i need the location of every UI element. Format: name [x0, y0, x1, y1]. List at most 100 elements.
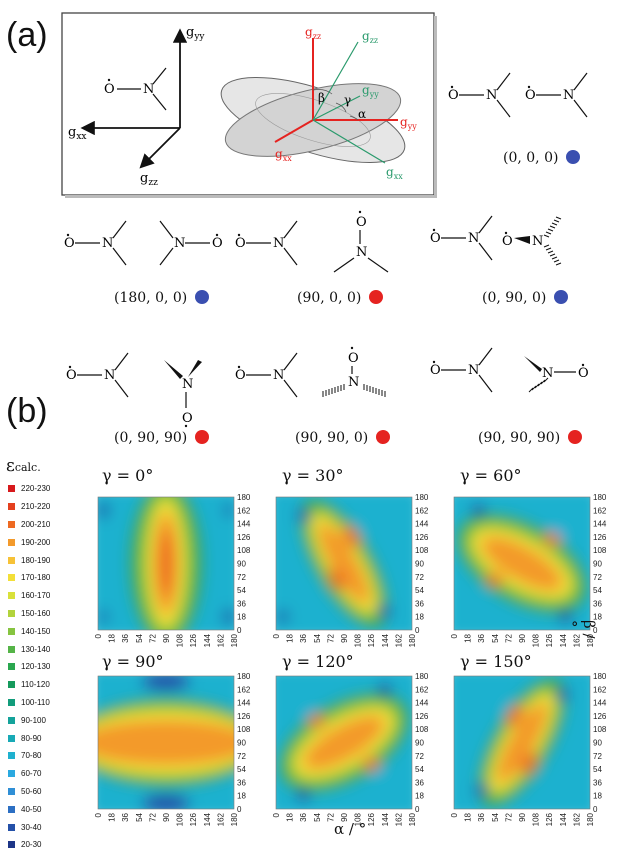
- legend-item: 60-70: [8, 765, 50, 783]
- blue-dot: [195, 290, 210, 304]
- orientation-0-0-0: (0, 0, 0): [503, 150, 581, 166]
- x-tick-label: 90: [162, 812, 171, 821]
- svg-text:O: O: [66, 368, 77, 383]
- svg-text:N: N: [486, 88, 497, 103]
- nitroxide-down: NO: [164, 360, 202, 428]
- svg-text:gyy: gyy: [186, 25, 205, 42]
- plot-title-gamma-120: γ = 120°: [282, 652, 354, 671]
- nitroxide-side: ON: [322, 346, 386, 397]
- x-tick-label: 180: [586, 633, 595, 647]
- legend-label: 140-150: [21, 626, 51, 636]
- legend-label: 40-50: [21, 804, 42, 814]
- y-tick-label: 126: [593, 533, 607, 542]
- x-tick-label: 72: [148, 633, 157, 642]
- svg-text:N: N: [532, 234, 543, 249]
- red-dot: [195, 430, 210, 444]
- plot-title-gamma-0: γ = 0°: [102, 466, 154, 485]
- y-tick-label: 108: [593, 725, 607, 734]
- x-tick-label: 36: [299, 633, 308, 642]
- legend-swatch: [8, 538, 15, 546]
- plot-title-gamma-60: γ = 60°: [460, 466, 522, 485]
- y-tick-label: 72: [237, 752, 246, 761]
- legend-swatch: [8, 592, 15, 600]
- y-tick-label: 72: [415, 752, 424, 761]
- x-tick-label: 126: [189, 812, 198, 826]
- x-tick-label: 144: [203, 812, 212, 826]
- y-tick-label: 72: [415, 573, 424, 582]
- y-axis-label: β / °: [562, 620, 598, 639]
- svg-text:O: O: [348, 351, 359, 366]
- legend-label: 50-60: [21, 786, 42, 796]
- legend-swatch: [8, 698, 15, 706]
- red-dot: [369, 290, 384, 304]
- legend-item: 210-220: [8, 498, 50, 516]
- svg-text:N: N: [102, 236, 113, 251]
- x-tick-label: 18: [464, 633, 473, 642]
- legend-item: 100-110: [8, 694, 50, 712]
- y-tick-label: 0: [415, 805, 420, 814]
- x-tick-label: 108: [354, 633, 363, 647]
- svg-text:N: N: [143, 82, 154, 97]
- x-tick-label: 162: [216, 812, 225, 826]
- legend-swatch: [8, 520, 15, 528]
- y-tick-label: 180: [237, 493, 251, 502]
- y-tick-label: 90: [415, 560, 424, 569]
- svg-text:O: O: [212, 236, 223, 251]
- x-tick-label: 144: [203, 633, 212, 647]
- legend-item: 50-60: [8, 783, 50, 801]
- legend-label: 190-200: [21, 537, 51, 547]
- legend-label: 120-130: [21, 662, 51, 672]
- x-tick-label: 126: [545, 633, 554, 647]
- y-tick-label: 36: [415, 599, 424, 608]
- y-tick-label: 18: [237, 792, 246, 801]
- x-tick-label: 162: [572, 812, 581, 826]
- panel-b-label: (b): [6, 392, 48, 430]
- legend-item: 130-140: [8, 640, 50, 658]
- legend-label: 170-180: [21, 573, 51, 583]
- x-tick-label: 0: [450, 633, 459, 638]
- orientation-0-90-0: (0, 90, 0): [482, 290, 569, 306]
- x-axis-label: α / °: [334, 820, 367, 838]
- x-tick-label: 0: [272, 812, 281, 817]
- svg-text:O: O: [235, 236, 246, 251]
- svg-text:gyy: gyy: [400, 115, 417, 131]
- heatmap-4: [276, 676, 412, 809]
- y-tick-label: 0: [415, 626, 420, 635]
- legend-item: 200-210: [8, 516, 50, 534]
- heatmap-3: [98, 676, 234, 809]
- heatmap-2: [454, 497, 590, 630]
- legend-item: 40-50: [8, 800, 50, 818]
- legend-label: 80-90: [21, 733, 42, 743]
- y-tick-label: 0: [593, 626, 598, 635]
- y-tick-label: 162: [593, 685, 607, 694]
- svg-text:O: O: [182, 411, 193, 426]
- legend-item: 190-200: [8, 533, 50, 551]
- svg-text:β: β: [318, 91, 325, 105]
- legend-swatch: [8, 770, 15, 778]
- red-dot: [376, 430, 391, 444]
- x-tick-label: 126: [367, 812, 376, 826]
- orientation-90-90-0: (90, 90, 0): [295, 430, 391, 446]
- svg-text:γ: γ: [344, 93, 351, 107]
- y-tick-label: 18: [415, 613, 424, 622]
- orientation-90-0-0: (90, 0, 0): [297, 290, 384, 306]
- x-tick-label: 90: [340, 633, 349, 642]
- y-tick-label: 180: [237, 672, 251, 681]
- legend-item: 160-170: [8, 587, 50, 605]
- x-tick-label: 0: [94, 633, 103, 638]
- y-tick-label: 72: [237, 573, 246, 582]
- y-tick-label: 90: [237, 560, 246, 569]
- x-tick-label: 54: [313, 633, 322, 642]
- x-tick-label: 144: [381, 812, 390, 826]
- legend-item: 220-230: [8, 480, 50, 498]
- y-tick-label: 108: [237, 546, 251, 555]
- y-tick-label: 162: [237, 506, 251, 515]
- x-tick-label: 72: [148, 812, 157, 821]
- legend-label: 30-40: [21, 822, 42, 832]
- svg-text:gzz: gzz: [305, 25, 321, 41]
- nitroxide-up: ON: [333, 210, 389, 273]
- y-tick-label: 180: [593, 493, 607, 502]
